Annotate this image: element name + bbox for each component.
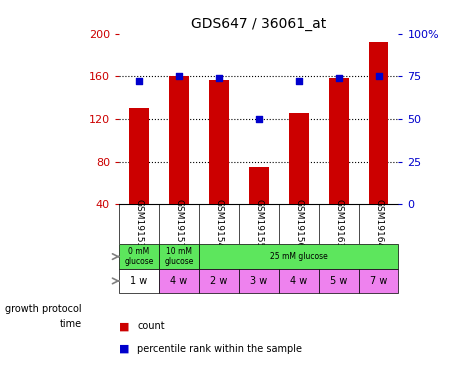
Point: [175, 74, 183, 80]
Bar: [119, 269, 159, 292]
Text: ■: ■: [119, 344, 130, 354]
Title: GDS647 / 36061_at: GDS647 / 36061_at: [191, 17, 327, 32]
Bar: [359, 269, 398, 292]
Text: 1 w: 1 w: [131, 276, 147, 286]
Bar: [279, 269, 319, 292]
Text: 4 w: 4 w: [290, 276, 307, 286]
Bar: [169, 76, 189, 204]
Point: [255, 116, 262, 122]
Text: 5 w: 5 w: [330, 276, 347, 286]
Bar: [199, 244, 398, 269]
Point: [136, 78, 143, 84]
Text: GSM19156: GSM19156: [294, 200, 303, 249]
Text: count: count: [137, 321, 165, 331]
Bar: [129, 108, 149, 204]
Text: ■: ■: [119, 321, 130, 331]
Bar: [289, 112, 309, 204]
Point: [375, 74, 382, 80]
Text: GSM19157: GSM19157: [174, 200, 184, 249]
Bar: [159, 244, 199, 269]
Text: 7 w: 7 w: [370, 276, 387, 286]
Text: 2 w: 2 w: [210, 276, 228, 286]
Text: GSM19155: GSM19155: [254, 200, 263, 249]
Point: [215, 75, 223, 81]
Bar: [199, 269, 239, 292]
Bar: [159, 269, 199, 292]
Text: growth protocol: growth protocol: [5, 304, 81, 314]
Bar: [209, 80, 229, 204]
Bar: [119, 244, 159, 269]
Text: 3 w: 3 w: [250, 276, 267, 286]
Bar: [239, 269, 279, 292]
Point: [295, 78, 302, 84]
Text: GSM19163: GSM19163: [334, 200, 343, 249]
Bar: [369, 42, 388, 204]
Text: time: time: [60, 320, 82, 329]
Text: percentile rank within the sample: percentile rank within the sample: [137, 344, 302, 354]
Bar: [319, 269, 359, 292]
Text: GSM19154: GSM19154: [214, 200, 224, 249]
Text: 0 mM
glucose: 0 mM glucose: [125, 247, 154, 266]
Bar: [249, 167, 269, 204]
Text: 25 mM glucose: 25 mM glucose: [270, 252, 327, 261]
Text: GSM19153: GSM19153: [135, 200, 143, 249]
Bar: [328, 78, 349, 204]
Text: 4 w: 4 w: [170, 276, 188, 286]
Point: [335, 75, 342, 81]
Text: GSM19164: GSM19164: [374, 200, 383, 249]
Text: 10 mM
glucose: 10 mM glucose: [164, 247, 194, 266]
